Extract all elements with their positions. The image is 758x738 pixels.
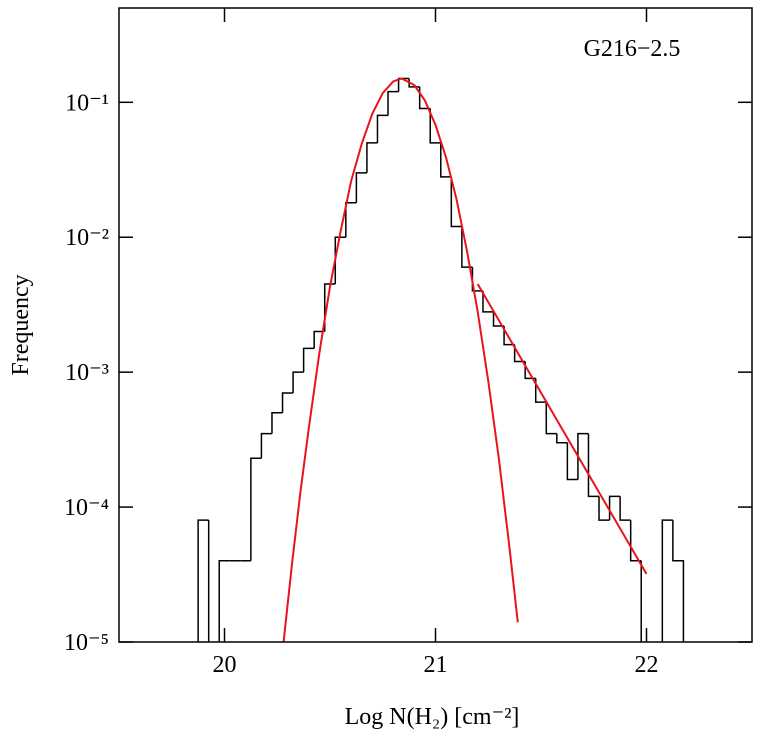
histogram-bin [292, 371, 304, 394]
y-axis-label: Frequency [8, 274, 34, 375]
histogram-bin [672, 520, 685, 642]
histogram-bin [429, 108, 441, 144]
plot-frame [118, 7, 753, 643]
histogram-bin [503, 325, 515, 346]
histogram-bin [608, 495, 621, 521]
histogram-bin [587, 433, 600, 498]
histogram-bin [250, 457, 262, 561]
y-tick-label: 10⁻¹ [65, 90, 109, 116]
y-tick-label: 10⁻² [65, 225, 109, 251]
histogram-bin [281, 392, 294, 413]
histogram-bin [661, 519, 673, 642]
x-tick-label: 20 [213, 652, 237, 678]
histogram-bin [534, 378, 547, 403]
histogram-bin [387, 90, 399, 116]
x-tick-label: 21 [424, 652, 448, 678]
histogram-bin [260, 432, 272, 459]
fit-line [282, 77, 519, 642]
y-tick-label: 10⁻⁵ [64, 630, 109, 656]
histogram-bin [566, 442, 578, 481]
histogram-bin [440, 142, 452, 178]
histogram-bin [313, 330, 325, 349]
histogram-bin [577, 432, 589, 480]
histogram-bin [513, 344, 526, 363]
histogram-bin [471, 267, 483, 292]
histogram-bin [207, 520, 210, 642]
histogram-bin [629, 520, 642, 562]
x-tick-label: 22 [635, 652, 659, 678]
histogram-bin [556, 433, 568, 444]
histogram-bin [271, 412, 283, 434]
histogram-bin [218, 560, 230, 642]
histogram-bin [545, 402, 557, 435]
histogram-bin [450, 176, 462, 228]
histogram-bin [355, 172, 367, 203]
fit-line [476, 283, 648, 575]
histogram-bin [640, 560, 642, 642]
histogram-bin [482, 290, 494, 313]
histogram-bin [345, 202, 357, 238]
y-tick-label: 10⁻³ [65, 360, 109, 386]
plot-area [197, 77, 685, 642]
histogram-bin [492, 311, 505, 327]
histogram-bin [197, 519, 209, 642]
x-axis-label: Log N(H₂) [cm⁻²] [345, 704, 520, 730]
y-tick-label: 10⁻⁴ [64, 495, 109, 521]
histogram-bin [334, 236, 346, 285]
histogram-bin [376, 114, 389, 143]
annotation: G216−2.5 [584, 36, 681, 62]
histogram-bin [619, 496, 631, 521]
histogram-bin [302, 347, 315, 373]
histogram-bin [418, 86, 431, 110]
histogram-bin [366, 142, 378, 173]
histogram-bin [598, 496, 610, 521]
